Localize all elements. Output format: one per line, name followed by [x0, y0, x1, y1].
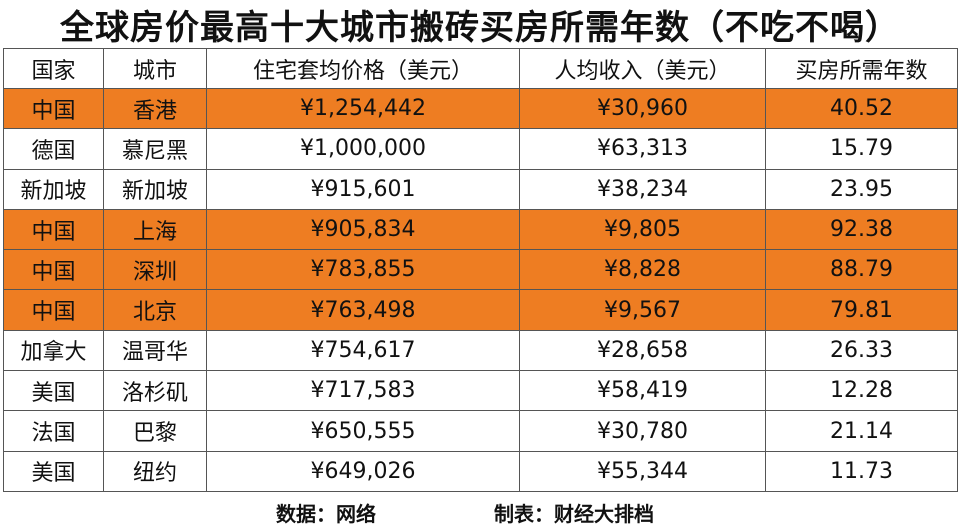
table-row: 中国 香港 ¥1,254,442 ¥30,960 40.52 — [3, 87, 958, 130]
cell-price: ¥763,498 — [206, 289, 520, 331]
cell-price: ¥649,026 — [206, 450, 520, 493]
cell-country: 中国 — [3, 208, 104, 251]
column-header-years: 买房所需年数 — [765, 48, 958, 89]
cell-price: ¥1,254,442 — [206, 87, 520, 130]
cell-years: 88.79 — [765, 249, 958, 291]
cell-country: 美国 — [3, 450, 104, 493]
cell-income: ¥55,344 — [519, 450, 766, 493]
cell-years: 11.73 — [765, 450, 958, 493]
cell-income: ¥28,658 — [519, 329, 766, 372]
table-row: 加拿大 温哥华 ¥754,617 ¥28,658 26.33 — [3, 329, 958, 372]
table-row: 美国 洛杉矶 ¥717,583 ¥58,419 12.28 — [3, 370, 958, 412]
table-row: 中国 深圳 ¥783,855 ¥8,828 88.79 — [3, 249, 958, 291]
cell-price: ¥1,000,000 — [206, 128, 520, 170]
housing-price-table: 国家 城市 住宅套均价格（美元） 人均收入（美元） 买房所需年数 中国 香港 ¥… — [3, 48, 958, 493]
cell-country: 法国 — [3, 410, 104, 452]
table-row: 德国 慕尼黑 ¥1,000,000 ¥63,313 15.79 — [3, 128, 958, 170]
cell-city: 洛杉矶 — [103, 370, 207, 412]
cell-income: ¥58,419 — [519, 370, 766, 412]
cell-country: 中国 — [3, 87, 104, 130]
column-header-price: 住宅套均价格（美元） — [206, 48, 520, 89]
column-header-city: 城市 — [103, 48, 207, 89]
cell-years: 40.52 — [765, 87, 958, 130]
table-row: 美国 纽约 ¥649,026 ¥55,344 11.73 — [3, 450, 958, 493]
cell-income: ¥38,234 — [519, 168, 766, 210]
table-row: 中国 上海 ¥905,834 ¥9,805 92.38 — [3, 208, 958, 251]
data-source-note: 数据：网络 — [276, 502, 376, 526]
cell-years: 21.14 — [765, 410, 958, 452]
table-title: 全球房价最高十大城市搬砖买房所需年数（不吃不喝） — [60, 7, 900, 48]
cell-years: 26.33 — [765, 329, 958, 372]
cell-years: 15.79 — [765, 128, 958, 170]
table-row: 新加坡 新加坡 ¥915,601 ¥38,234 23.95 — [3, 168, 958, 210]
cell-price: ¥783,855 — [206, 249, 520, 291]
cell-country: 中国 — [3, 249, 104, 291]
column-header-income: 人均收入（美元） — [519, 48, 766, 89]
cell-price: ¥754,617 — [206, 329, 520, 372]
cell-price: ¥905,834 — [206, 208, 520, 251]
cell-country: 德国 — [3, 128, 104, 170]
table-author-note: 制表：财经大排档 — [494, 502, 654, 526]
cell-country: 新加坡 — [3, 168, 104, 210]
cell-city: 香港 — [103, 87, 207, 130]
cell-country: 中国 — [3, 289, 104, 331]
table-row: 中国 北京 ¥763,498 ¥9,567 79.81 — [3, 289, 958, 331]
cell-price: ¥717,583 — [206, 370, 520, 412]
cell-city: 上海 — [103, 208, 207, 251]
cell-city: 新加坡 — [103, 168, 207, 210]
cell-years: 23.95 — [765, 168, 958, 210]
cell-income: ¥30,960 — [519, 87, 766, 130]
header-row: 国家 城市 住宅套均价格（美元） 人均收入（美元） 买房所需年数 — [3, 48, 958, 89]
cell-income: ¥8,828 — [519, 249, 766, 291]
cell-income: ¥9,805 — [519, 208, 766, 251]
column-header-country: 国家 — [3, 48, 104, 89]
cell-income: ¥63,313 — [519, 128, 766, 170]
cell-city: 温哥华 — [103, 329, 207, 372]
cell-price: ¥650,555 — [206, 410, 520, 452]
table-footer: 数据：网络 制表：财经大排档 — [0, 494, 960, 528]
cell-city: 巴黎 — [103, 410, 207, 452]
cell-years: 12.28 — [765, 370, 958, 412]
cell-income: ¥30,780 — [519, 410, 766, 452]
cell-country: 美国 — [3, 370, 104, 412]
table-row: 法国 巴黎 ¥650,555 ¥30,780 21.14 — [3, 410, 958, 452]
cell-city: 北京 — [103, 289, 207, 331]
cell-country: 加拿大 — [3, 329, 104, 372]
cell-years: 92.38 — [765, 208, 958, 251]
cell-years: 79.81 — [765, 289, 958, 331]
cell-city: 纽约 — [103, 450, 207, 493]
cell-city: 慕尼黑 — [103, 128, 207, 170]
cell-price: ¥915,601 — [206, 168, 520, 210]
cell-income: ¥9,567 — [519, 289, 766, 331]
cell-city: 深圳 — [103, 249, 207, 291]
